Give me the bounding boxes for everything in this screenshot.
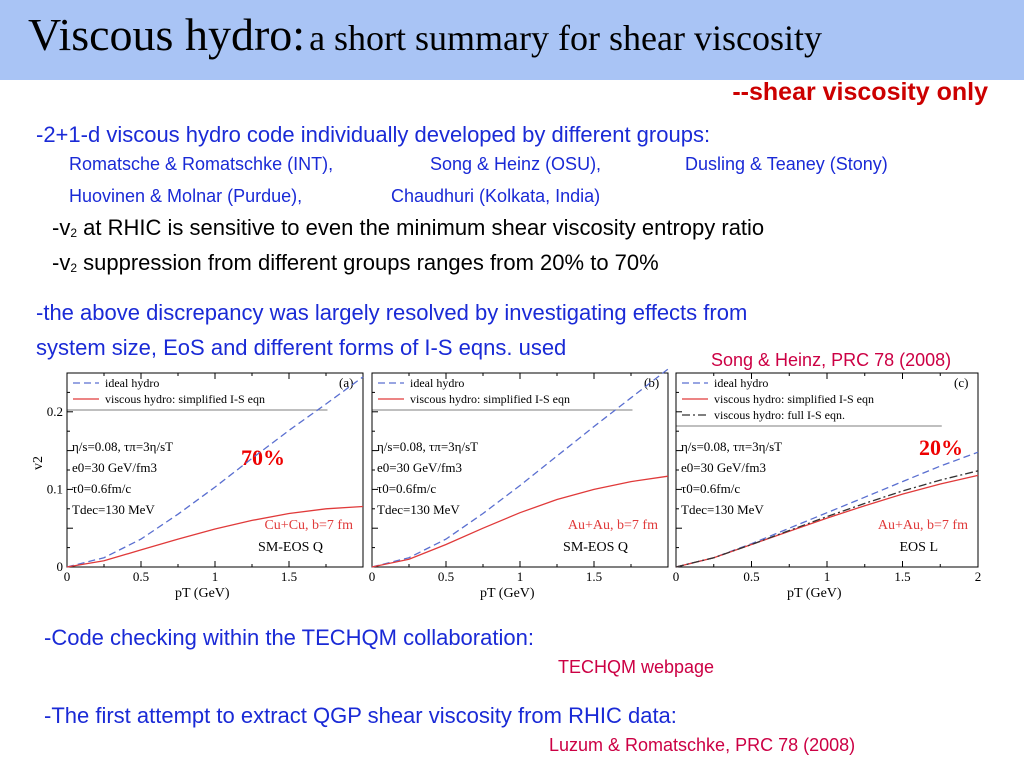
x-tick-label: 0 [64, 569, 71, 584]
series-line-ideal [66, 376, 364, 568]
x-axis-label: pT (GeV) [787, 586, 842, 601]
v2-subscript: 2 [70, 226, 78, 240]
x-tick-label: 1.5 [586, 569, 602, 584]
v2-prefix: -v [52, 215, 71, 240]
bullet-codes: -2+1-d viscous hydro code individually d… [36, 122, 711, 147]
x-tick-label: 1 [824, 569, 831, 584]
reference-luzum: Luzum & Romatschke, PRC 78 (2008) [549, 735, 856, 755]
eos-label: SM-EOS Q [258, 540, 323, 555]
param-label: τ0=0.6fm/c [681, 481, 740, 496]
eos-label: EOS L [900, 540, 939, 555]
param-label: e0=30 GeV/fm3 [72, 460, 157, 475]
reference-song-heinz: Song & Heinz, PRC 78 (2008) [711, 350, 952, 370]
slide-subtitle: --shear viscosity only [732, 78, 988, 106]
legend-label: viscous hydro: simplified I-S eqn [105, 392, 265, 406]
series-line-viscous-simplified [66, 505, 364, 568]
group-chaudhuri: Chaudhuri (Kolkata, India) [391, 186, 601, 206]
discrepancy-line-2: system size, EoS and different forms of … [36, 335, 567, 360]
v2-prefix: -v [52, 250, 71, 275]
chart-frame [675, 372, 979, 568]
series-line-viscous-full [675, 470, 979, 568]
y-axis-label: v2 [31, 456, 46, 470]
v2-sensitivity-text: at RHIC is sensitive to even the minimum… [77, 215, 765, 240]
panel-label: (c) [954, 375, 968, 390]
system-label: Au+Au, b=7 fm [568, 518, 658, 533]
param-label: Tdec=130 MeV [681, 502, 764, 517]
chart-frame [371, 372, 669, 568]
bullet-first-attempt: -The first attempt to extract QGP shear … [44, 703, 677, 728]
panel-label: (a) [339, 375, 353, 390]
series-line-ideal [371, 368, 669, 568]
suppression-annotation: 20% [919, 435, 963, 460]
title-bar [0, 0, 1024, 80]
y-tick-label: 0 [57, 559, 64, 574]
legend-label: ideal hydro [714, 376, 768, 390]
x-tick-label: 0.5 [743, 569, 759, 584]
system-label: Au+Au, b=7 fm [878, 518, 968, 533]
legend-label: viscous hydro: simplified I-S eqn [714, 392, 874, 406]
bullet-code-checking: -Code checking within the TECHQM collabo… [44, 625, 534, 650]
legend-label: ideal hydro [410, 376, 464, 390]
legend-label: viscous hydro: full I-S eqn. [714, 408, 845, 422]
param-label: η/s=0.08, τπ=3η/sT [681, 439, 782, 454]
x-tick-label: 1.5 [281, 569, 297, 584]
param-label: Tdec=130 MeV [72, 502, 155, 517]
x-tick-label: 0 [673, 569, 680, 584]
v2-sensitivity: -v2 at RHIC is sensitive to even the min… [52, 215, 764, 241]
x-axis-label: pT (GeV) [175, 586, 230, 601]
param-label: η/s=0.08, τπ=3η/sT [377, 439, 478, 454]
title-main: Viscous hydro: [28, 9, 306, 60]
group-romatschke: Romatsche & Romatschke (INT), [69, 154, 334, 174]
x-tick-label: 0.5 [438, 569, 454, 584]
x-tick-label: 2 [975, 569, 982, 584]
x-tick-label: 0.5 [133, 569, 149, 584]
x-tick-label: 1 [212, 569, 219, 584]
y-tick-label: 0.2 [47, 404, 63, 419]
param-label: Tdec=130 MeV [377, 502, 460, 517]
group-song-heinz: Song & Heinz (OSU), [430, 154, 602, 174]
group-huovinen-molnar: Huovinen & Molnar (Purdue), [69, 186, 303, 206]
param-label: τ0=0.6fm/c [72, 481, 131, 496]
link-techqm[interactable]: TECHQM webpage [558, 657, 715, 677]
v2-subscript: 2 [70, 261, 78, 275]
x-tick-label: 1 [517, 569, 524, 584]
v2-suppression-text: suppression from different groups ranges… [77, 250, 659, 275]
x-axis-label: pT (GeV) [480, 586, 535, 601]
title-sub: a short summary for shear viscosity [309, 18, 822, 58]
x-tick-label: 1.5 [894, 569, 910, 584]
y-tick-label: 0.1 [47, 481, 63, 496]
legend-label: ideal hydro [105, 376, 159, 390]
param-label: τ0=0.6fm/c [377, 481, 436, 496]
series-line-viscous-simplified [371, 475, 669, 568]
param-label: η/s=0.08, τπ=3η/sT [72, 439, 173, 454]
suppression-annotation: 70% [241, 445, 285, 470]
eos-label: SM-EOS Q [563, 540, 628, 555]
slide-title: Viscous hydro: a short summary for shear… [28, 8, 822, 61]
v2-suppression: -v2 suppression from different groups ra… [52, 250, 659, 276]
series-line-ideal [675, 451, 979, 568]
group-dusling-teaney: Dusling & Teaney (Stony) [685, 154, 888, 174]
system-label: Cu+Cu, b=7 fm [264, 518, 353, 533]
param-label: e0=30 GeV/fm3 [681, 460, 766, 475]
discrepancy-line-1: -the above discrepancy was largely resol… [36, 300, 748, 325]
x-tick-label: 0 [369, 569, 376, 584]
legend-label: viscous hydro: simplified I-S eqn [410, 392, 570, 406]
param-label: e0=30 GeV/fm3 [377, 460, 462, 475]
